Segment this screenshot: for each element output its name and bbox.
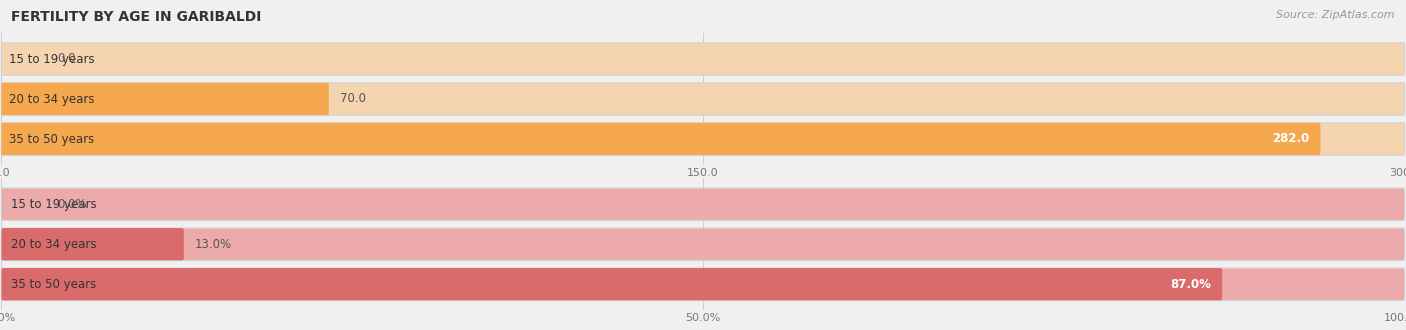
- FancyBboxPatch shape: [1, 268, 1222, 300]
- FancyBboxPatch shape: [1, 123, 1405, 155]
- Text: 87.0%: 87.0%: [1170, 278, 1211, 291]
- Text: 20 to 34 years: 20 to 34 years: [11, 238, 96, 251]
- FancyBboxPatch shape: [1, 123, 1320, 155]
- Text: FERTILITY BY AGE IN GARIBALDI: FERTILITY BY AGE IN GARIBALDI: [11, 10, 262, 24]
- FancyBboxPatch shape: [1, 188, 1405, 220]
- Text: 282.0: 282.0: [1272, 133, 1309, 146]
- Text: 35 to 50 years: 35 to 50 years: [11, 278, 96, 291]
- Text: 20 to 34 years: 20 to 34 years: [10, 92, 94, 106]
- FancyBboxPatch shape: [1, 228, 1405, 260]
- Text: 70.0: 70.0: [340, 92, 366, 106]
- FancyBboxPatch shape: [1, 83, 1405, 115]
- Text: 35 to 50 years: 35 to 50 years: [10, 133, 94, 146]
- Text: 15 to 19 years: 15 to 19 years: [11, 198, 96, 211]
- FancyBboxPatch shape: [1, 268, 1405, 300]
- Text: 0.0: 0.0: [58, 52, 76, 65]
- FancyBboxPatch shape: [1, 43, 1405, 75]
- Text: 15 to 19 years: 15 to 19 years: [10, 52, 94, 65]
- Text: Source: ZipAtlas.com: Source: ZipAtlas.com: [1277, 10, 1395, 20]
- FancyBboxPatch shape: [1, 83, 329, 115]
- Text: 0.0%: 0.0%: [58, 198, 87, 211]
- FancyBboxPatch shape: [1, 228, 184, 260]
- Text: 13.0%: 13.0%: [195, 238, 232, 251]
